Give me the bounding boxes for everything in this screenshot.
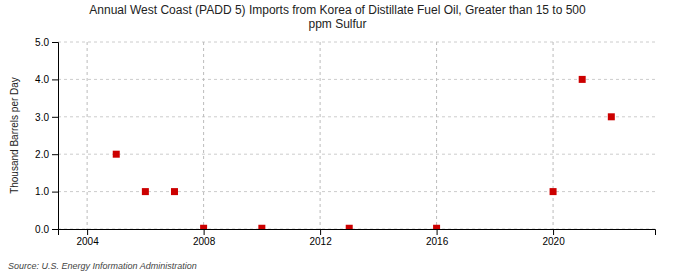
- y-tick-label: 3.0: [35, 112, 49, 123]
- grid-line-y: [58, 116, 655, 117]
- plot: 2004 2008 2012 2016 2020 0.0 1.0 2.0 3.0 4.0 5.0 Th…: [9, 37, 656, 247]
- points: [113, 76, 615, 229]
- point: [579, 76, 586, 83]
- y-tick-mark: [52, 154, 58, 155]
- point: [346, 225, 353, 229]
- x-tick-mark: [204, 229, 205, 235]
- y-axis-label: Thousand Barrels per Day: [9, 77, 20, 194]
- y-axis-line: [52, 43, 59, 230]
- chart: Annual West Coast (PADD 5) Imports from …: [0, 0, 675, 275]
- title: Annual West Coast (PADD 5) Imports from …: [89, 3, 586, 31]
- x-tick-mark: [87, 229, 88, 235]
- x-tick: 2004: [76, 229, 99, 247]
- point: [433, 225, 440, 229]
- point: [608, 113, 615, 120]
- title-line: Annual West Coast (PADD 5) Imports from …: [89, 3, 586, 17]
- y-tick: 4.0: [35, 74, 58, 85]
- x-tick-label: 2004: [76, 236, 99, 247]
- y-tick: 3.0: [35, 112, 58, 123]
- y-tick-label: 4.0: [35, 74, 49, 85]
- y-tick: 0.0: [35, 224, 58, 235]
- y-tick-mark: [52, 79, 58, 80]
- x-tick-mark: [320, 229, 321, 235]
- y-tick: 1.0: [35, 186, 58, 197]
- y-tick-mark: [52, 192, 58, 193]
- y-tick: 5.0: [35, 37, 58, 48]
- y-tick-label: 5.0: [35, 37, 49, 48]
- x-axis: 2004 2008 2012 2016 2020: [59, 229, 656, 247]
- y-tick-mark: [52, 229, 58, 230]
- grid-line-x: [553, 42, 554, 229]
- x-tick: 2012: [309, 229, 332, 247]
- grid: [58, 42, 655, 229]
- grid-line-y: [58, 42, 655, 43]
- grid-line-y: [58, 79, 655, 80]
- x-tick-label: 2008: [193, 236, 216, 247]
- x-tick: 2020: [542, 229, 565, 247]
- x-tick-label: 2020: [542, 236, 565, 247]
- x-axis-line: [59, 230, 656, 236]
- point: [171, 188, 178, 195]
- grid-line-x: [87, 42, 88, 229]
- point: [258, 225, 265, 229]
- grid-line-y: [58, 154, 655, 155]
- point: [142, 188, 149, 195]
- grid-line-x: [320, 42, 321, 229]
- grid-line-x: [436, 42, 437, 229]
- point: [200, 225, 207, 229]
- x-tick-label: 2012: [309, 236, 332, 247]
- x-tick-mark: [437, 229, 438, 235]
- y-tick-label: 1.0: [35, 186, 49, 197]
- x-tick: 2008: [193, 229, 216, 247]
- y-tick-label: 0.0: [35, 224, 49, 235]
- annotation: Source: U.S. Energy Information Administ…: [8, 261, 197, 271]
- y-axis: 0.0 1.0 2.0 3.0 4.0 5.0: [35, 37, 58, 235]
- point: [550, 188, 557, 195]
- y-tick: 2.0: [35, 149, 58, 160]
- y-tick-label: 2.0: [35, 149, 49, 160]
- grid-line-x: [203, 42, 204, 229]
- x-tick-mark: [553, 229, 554, 235]
- y-tick-mark: [52, 117, 58, 118]
- x-tick: 2016: [426, 229, 449, 247]
- x-tick-label: 2016: [426, 236, 449, 247]
- title-line: ppm Sulfur: [308, 17, 366, 31]
- y-tick-mark: [52, 42, 58, 43]
- point: [113, 151, 120, 158]
